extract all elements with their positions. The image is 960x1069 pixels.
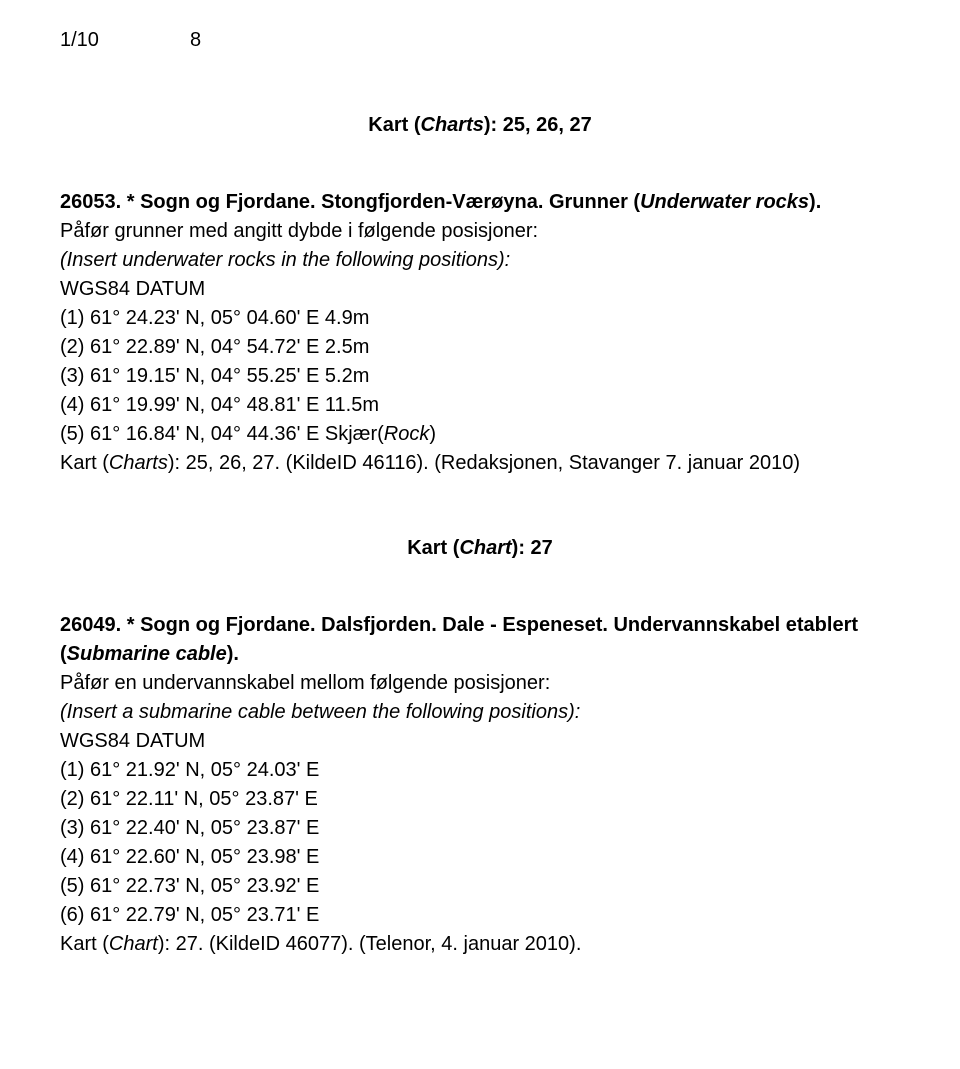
entry-1-coord-2: (2) 61° 22.89' N, 04° 54.72' E 2.5m	[60, 333, 900, 362]
entry-1-coord-5c: )	[429, 423, 436, 445]
entry-1-title: 26053. * Sogn og Fjordane. Stongfjorden-…	[60, 188, 900, 217]
section-title-2-suffix: ): 27	[512, 537, 553, 559]
page-header: 1/10 8	[60, 26, 900, 55]
section-title-1: Kart (Charts): 25, 26, 27	[60, 111, 900, 140]
entry-1-footer: Kart (Charts): 25, 26, 27. (KildeID 4611…	[60, 449, 900, 478]
document-page: 1/10 8 Kart (Charts): 25, 26, 27 26053. …	[0, 0, 960, 1055]
entry-2-coord-2: (2) 61° 22.11' N, 05° 23.87' E	[60, 785, 900, 814]
entry-1-coord-5a: (5) 61° 16.84' N, 04° 44.36' E Skjær(	[60, 423, 384, 445]
entry-1-footer-c: ): 25, 26, 27. (KildeID 46116). (Redaksj…	[168, 452, 800, 474]
entry-2-coord-6: (6) 61° 22.79' N, 05° 23.71' E	[60, 901, 900, 930]
header-left: 1/10	[60, 26, 190, 55]
entry-1-coord-5b: Rock	[384, 423, 430, 445]
entry-1-coord-4: (4) 61° 19.99' N, 04° 48.81' E 11.5m	[60, 391, 900, 420]
entry-1-coord-1: (1) 61° 24.23' N, 05° 04.60' E 4.9m	[60, 304, 900, 333]
entry-2-title-line1: 26049. * Sogn og Fjordane. Dalsfjorden. …	[60, 611, 900, 640]
entry-2-line2: (Insert a submarine cable between the fo…	[60, 698, 900, 727]
entry-1-coord-5: (5) 61° 16.84' N, 04° 44.36' E Skjær(Roc…	[60, 420, 900, 449]
entry-2: 26049. * Sogn og Fjordane. Dalsfjorden. …	[60, 611, 900, 959]
entry-1-title-b: Underwater rocks	[640, 191, 809, 213]
entry-2-footer-a: Kart (	[60, 933, 109, 955]
entry-1-line2: (Insert underwater rocks in the followin…	[60, 246, 900, 275]
section-title-2-prefix: Kart (	[407, 537, 459, 559]
entry-2-coord-3: (3) 61° 22.40' N, 05° 23.87' E	[60, 814, 900, 843]
entry-2-title-l2a: (	[60, 643, 67, 665]
section-title-prefix: Kart (	[368, 114, 420, 136]
entry-1-title-a: 26053. * Sogn og Fjordane. Stongfjorden-…	[60, 191, 640, 213]
entry-2-coord-5: (5) 61° 22.73' N, 05° 23.92' E	[60, 872, 900, 901]
entry-2-coord-1: (1) 61° 21.92' N, 05° 24.03' E	[60, 756, 900, 785]
entry-1-coord-3: (3) 61° 19.15' N, 04° 55.25' E 5.2m	[60, 362, 900, 391]
entry-2-coord-4: (4) 61° 22.60' N, 05° 23.98' E	[60, 843, 900, 872]
entry-1-footer-b: Charts	[109, 452, 168, 474]
entry-2-footer: Kart (Chart): 27. (KildeID 46077). (Tele…	[60, 930, 900, 959]
entry-2-title-line2: (Submarine cable).	[60, 640, 900, 669]
section-title-italic: Charts	[421, 114, 484, 136]
entry-2-line1: Påfør en undervannskabel mellom følgende…	[60, 669, 900, 698]
section-title-2-italic: Chart	[459, 537, 511, 559]
header-right: 8	[190, 26, 201, 55]
entry-1: 26053. * Sogn og Fjordane. Stongfjorden-…	[60, 188, 900, 478]
entry-2-footer-b: Chart	[109, 933, 158, 955]
section-title-suffix: ): 25, 26, 27	[484, 114, 592, 136]
entry-1-footer-a: Kart (	[60, 452, 109, 474]
entry-1-line3: WGS84 DATUM	[60, 275, 900, 304]
entry-2-footer-c: ): 27. (KildeID 46077). (Telenor, 4. jan…	[158, 933, 582, 955]
section-title-2: Kart (Chart): 27	[60, 534, 900, 563]
entry-2-line3: WGS84 DATUM	[60, 727, 900, 756]
entry-2-title-l2b: Submarine cable	[67, 643, 227, 665]
entry-1-line1: Påfør grunner med angitt dybde i følgend…	[60, 217, 900, 246]
entry-2-title-l2c: ).	[227, 643, 239, 665]
entry-1-title-c: ).	[809, 191, 821, 213]
